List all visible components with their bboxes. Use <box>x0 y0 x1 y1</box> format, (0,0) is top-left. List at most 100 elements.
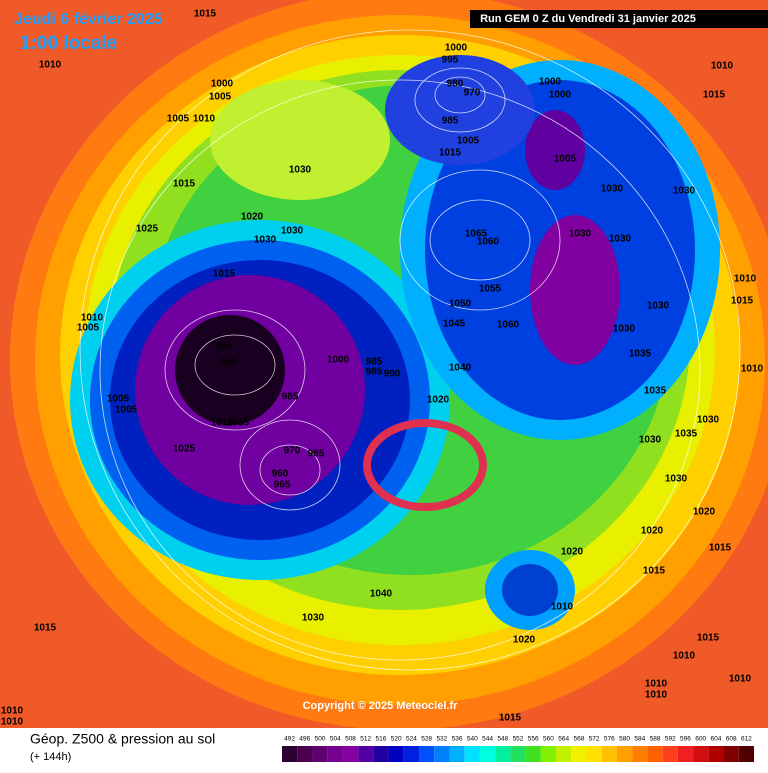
isobar-label: 1015 <box>703 90 726 101</box>
isobar-label: 1050 <box>449 299 472 310</box>
time: 1:00 locale <box>20 33 117 54</box>
isobar-label: 1020 <box>561 547 584 558</box>
isobar-label: 1025 <box>173 444 196 455</box>
isobar-label: 1010 <box>551 602 574 613</box>
isobar-label: 1000 <box>327 355 350 366</box>
scale-swatch <box>464 746 480 762</box>
isobar-label: 1000 <box>445 43 468 54</box>
isobar-label: 1035 <box>675 429 698 440</box>
scale-label: 556 <box>528 736 539 743</box>
scale-swatch <box>327 746 343 762</box>
isobar-label: 1030 <box>673 186 696 197</box>
isobar-label: 1025 <box>136 224 159 235</box>
isobar-label: 1040 <box>449 363 472 374</box>
scale-swatch <box>540 746 557 762</box>
isobar-label: 990 <box>220 358 237 369</box>
scale-swatch <box>297 746 313 762</box>
scale-swatch <box>358 746 374 762</box>
date: Jeudi 6 février 2025 <box>14 11 163 28</box>
isobar-label: 1030 <box>302 613 325 624</box>
isobar-label: 1010 <box>81 313 104 324</box>
isobar-label: 1015 <box>194 9 217 20</box>
scale-swatch <box>495 746 511 762</box>
isobar-label: 1030 <box>647 301 670 312</box>
scale-swatch <box>647 746 663 762</box>
scale-swatch <box>419 746 435 762</box>
isobar-label: 1015 <box>439 148 462 159</box>
isobar-label: 1030 <box>601 184 624 195</box>
scale-label: 600 <box>695 736 706 743</box>
scale-swatch <box>677 746 694 762</box>
isobar-label: 970 <box>464 88 481 99</box>
scale-label: 560 <box>543 736 554 743</box>
scale-label: 564 <box>558 736 569 743</box>
isobar-label: 960 <box>272 469 289 480</box>
isobar-label: 1010 <box>741 364 764 375</box>
run-info: Run GEM 0 Z du Vendredi 31 janvier 2025 <box>480 13 696 25</box>
isobar-label: 1015 <box>731 296 754 307</box>
scale-label: 580 <box>619 736 630 743</box>
isobar-label: 1000 <box>549 90 572 101</box>
isobar-label: 1015 <box>213 269 236 280</box>
scale-label: 520 <box>391 736 402 743</box>
isobar-label: 1030 <box>281 226 304 237</box>
isobar-label: 1030 <box>613 324 636 335</box>
scale-label: 596 <box>680 736 691 743</box>
isobar-label: 1010 <box>211 418 234 429</box>
scale-label: 568 <box>573 736 584 743</box>
field <box>0 0 768 728</box>
scale-label: 548 <box>497 736 508 743</box>
scale-swatch <box>556 746 572 762</box>
scale-swatch <box>312 746 328 762</box>
isobar-label: 990 <box>384 369 401 380</box>
isobar-label: 1000 <box>211 79 234 90</box>
highlight-circle <box>363 419 487 511</box>
isobar-label: 1010 <box>711 61 734 72</box>
scale-swatch <box>693 746 709 762</box>
isobar-label: 985 <box>442 116 459 127</box>
isobar-label: 980 <box>447 79 464 90</box>
isobar-label: 1015 <box>34 623 57 634</box>
lead-time: (+ 144h) <box>30 751 71 763</box>
scale-label: 528 <box>421 736 432 743</box>
scale-swatch <box>510 746 526 762</box>
scale-label: 592 <box>665 736 676 743</box>
isobar-label: 1005 <box>77 323 100 334</box>
isobar-label: 1015 <box>643 566 666 577</box>
isobar-label: 1015 <box>709 543 732 554</box>
isobar-label: 1030 <box>665 474 688 485</box>
isobar-label: 1015 <box>499 713 522 724</box>
isobar-label: 1020 <box>513 635 536 646</box>
isobar-label: 1065 <box>465 229 488 240</box>
footer-title: Géop. Z500 & pression au sol <box>30 731 215 747</box>
scale-label: 588 <box>650 736 661 743</box>
scale-label: 604 <box>711 736 722 743</box>
isobar-label: 1035 <box>629 349 652 360</box>
scale-label: 552 <box>513 736 524 743</box>
isobar-label: 1010 <box>1 706 24 717</box>
scale-label: 608 <box>726 736 737 743</box>
isobar-label: 1010 <box>193 114 216 125</box>
isobar-label: 1010 <box>645 690 668 701</box>
isobar-label: 1015 <box>697 633 720 644</box>
isobar-label: 965 <box>274 480 291 491</box>
scale-swatch <box>723 746 739 762</box>
copyright: Copyright © 2025 Meteociel.fr <box>303 700 459 712</box>
scale-swatch <box>434 746 450 762</box>
scale-swatch <box>571 746 587 762</box>
scale-label: 544 <box>482 736 493 743</box>
isobar-label: 1010 <box>734 274 757 285</box>
scale-label: 536 <box>452 736 463 743</box>
isobar-label: 995 <box>216 341 233 352</box>
scale-swatch <box>616 746 633 762</box>
scale-swatch <box>525 746 541 762</box>
scale-label: 532 <box>436 736 447 743</box>
scale-swatch <box>342 746 359 762</box>
scale-label: 540 <box>467 736 478 743</box>
isobar-label: 985 <box>366 357 383 368</box>
scale-swatch <box>738 746 754 762</box>
scale-swatch <box>373 746 389 762</box>
scale-swatch <box>479 746 496 762</box>
isobar-label: 1010 <box>645 679 668 690</box>
isobar-label: 1020 <box>693 507 716 518</box>
